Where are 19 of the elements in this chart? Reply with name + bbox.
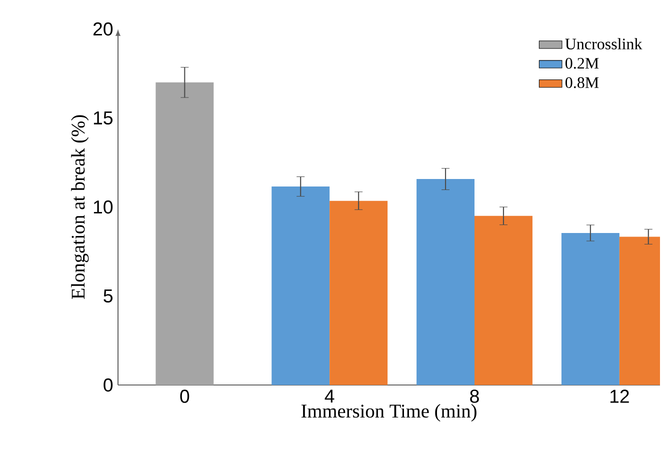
y-tick-label: 5 [104,289,113,303]
legend-label: 0.8M [566,77,599,88]
y-tick-label: 15 [94,111,113,125]
y-tick-label: 10 [94,200,113,214]
x-tick-label: 0 [180,390,190,403]
legend-label: 0.2M [566,58,599,69]
x-tick-label: 4 [324,390,334,403]
y-tick-label: 20 [93,22,113,36]
legend-label: Uncrosslink [565,38,642,50]
x-tick-label: 8 [470,390,479,403]
x-axis-title: Immersion Time (min) [301,404,476,422]
bar [272,186,330,385]
bar [156,82,214,385]
bar [330,200,388,385]
bar [474,216,532,385]
y-axis-title: Elongation at break (%) [71,115,89,300]
bar [416,179,474,385]
y-tick-label: 0 [104,378,113,392]
x-tick-label: 12 [610,390,629,403]
